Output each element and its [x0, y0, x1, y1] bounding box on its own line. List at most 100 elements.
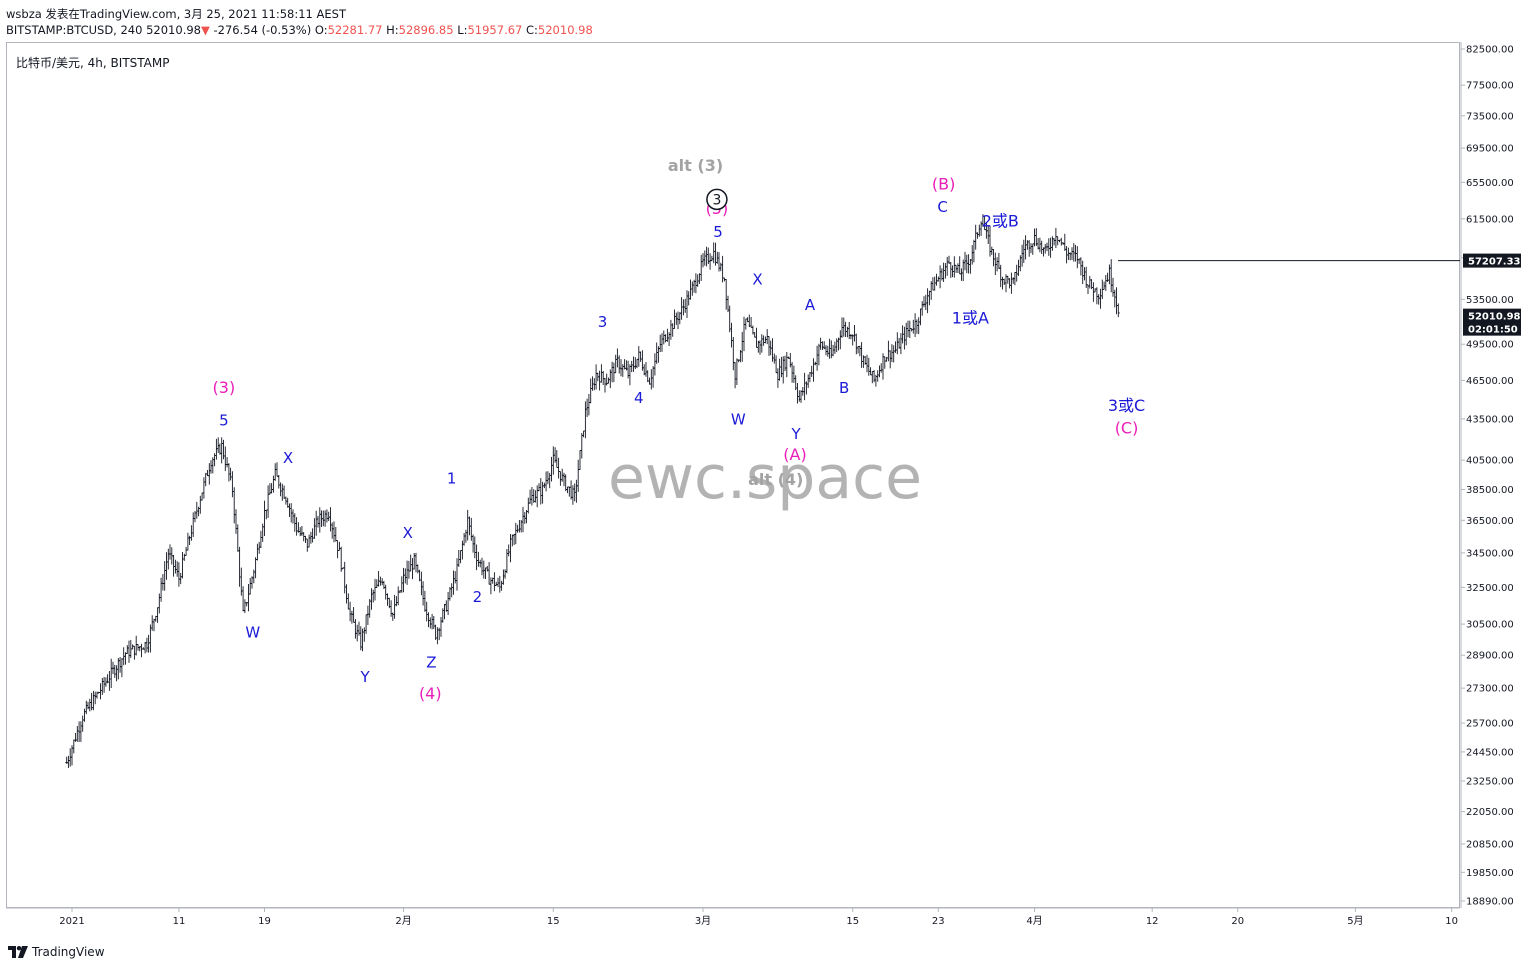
- ohlc-bar: [870, 371, 874, 384]
- ohlc-bar: [842, 317, 846, 337]
- ohlc-bar: [409, 554, 413, 572]
- ohlc-bar: [140, 643, 143, 658]
- ohlc-bar: [156, 607, 160, 623]
- time-tick-label: 11: [173, 916, 186, 927]
- price-tag-bg: [1463, 321, 1521, 336]
- ohlc-bar: [371, 589, 375, 603]
- ohlc-bar: [277, 475, 281, 489]
- ohlc-bar: [589, 378, 593, 404]
- ohlc-bar: [459, 549, 463, 564]
- ohlc-bar: [232, 487, 236, 524]
- time-tick-label: 2月: [395, 915, 411, 927]
- ohlc-bar: [280, 483, 284, 501]
- ohlc-bar: [578, 450, 582, 471]
- ohlc-bar: [74, 733, 78, 742]
- ohlc-bar: [972, 239, 976, 263]
- ohlc-bar: [263, 500, 266, 536]
- wave-label: 1或A: [952, 309, 989, 328]
- wave-label: Y: [790, 425, 801, 443]
- ohlc-bar: [1022, 239, 1026, 263]
- ohlc-bar: [311, 528, 315, 543]
- ohlc-bar: [591, 376, 594, 391]
- ohlc-bar: [690, 281, 694, 296]
- ohlc-bar: [132, 645, 136, 660]
- ohlc-bar: [243, 599, 247, 614]
- ohlc-bar: [779, 356, 783, 378]
- price-tick-label: 34500.00: [1466, 548, 1514, 559]
- circled-wave-label: 3: [712, 192, 721, 208]
- ohlc-bar: [300, 526, 304, 536]
- ohlc-bar: [478, 559, 482, 568]
- ohlc-bar: [792, 365, 796, 383]
- ohlc-bar: [974, 224, 978, 250]
- ohlc-bar: [922, 296, 926, 308]
- ohlc-bar: [184, 546, 188, 556]
- ohlc-bar: [603, 378, 607, 393]
- price-tick-label: 22050.00: [1466, 807, 1514, 818]
- price-tick-label: 40500.00: [1466, 456, 1514, 467]
- ohlc-bar: [116, 658, 120, 680]
- ohlc-bar: [214, 438, 218, 460]
- ohlc-bar: [259, 530, 263, 548]
- ohlc-bar: [209, 460, 213, 474]
- wave-label: 5: [713, 223, 723, 241]
- ohlc-bar: [252, 569, 256, 584]
- ohlc-bar: [1056, 236, 1060, 246]
- price-tick-label: 27300.00: [1466, 684, 1514, 695]
- ohlc-bar: [432, 616, 436, 629]
- ohlc-bar: [562, 472, 566, 487]
- ohlc-bar: [254, 557, 258, 579]
- ohlc-bar: [571, 485, 575, 505]
- ohlc-bar: [895, 332, 899, 355]
- publish-info: wsbza 发表在TradingView.com, 3月 25, 2021 11…: [6, 7, 346, 21]
- ohlc-bar: [532, 489, 536, 503]
- ohlc-bar: [230, 471, 234, 498]
- ohlc-bar: [649, 369, 653, 390]
- ohlc-bar: [113, 664, 117, 678]
- ohlc-bar: [555, 450, 559, 468]
- ohlc-bar: [558, 471, 562, 486]
- ohlc-bar: [637, 346, 641, 367]
- ohlc-bar: [1006, 275, 1010, 284]
- ohlc-bar: [257, 541, 261, 554]
- ohlc-bar: [847, 322, 851, 340]
- ohlc-bar: [222, 439, 225, 460]
- ohlc-bar: [976, 232, 979, 239]
- ohlc-bar: [330, 522, 334, 539]
- ohlc-bar: [960, 268, 963, 281]
- wave-label: (C): [1115, 419, 1139, 438]
- ohlc-bar: [772, 353, 776, 364]
- ohlc-bar: [1040, 240, 1044, 254]
- price-tick-label: 23250.00: [1466, 776, 1514, 787]
- ohlc-bar: [509, 534, 512, 563]
- ohlc-bar: [1034, 228, 1038, 246]
- ohlc-bar: [261, 523, 265, 542]
- ohlc-bar: [730, 322, 733, 348]
- price-tick-label: 49500.00: [1466, 340, 1514, 351]
- ohlc-bar: [1095, 287, 1099, 305]
- ohlc-bar: [188, 535, 192, 545]
- footer: TradingView: [8, 945, 105, 959]
- ohlc-bar: [492, 572, 496, 592]
- ohlc-bar: [332, 521, 336, 543]
- ohlc-bar: [926, 288, 930, 314]
- ohlc-bar: [844, 321, 848, 337]
- ohlc-bar: [535, 485, 539, 508]
- ohlc-bar: [239, 567, 243, 596]
- ohlc-bar: [557, 457, 561, 479]
- wave-label: X: [752, 270, 762, 288]
- ohlc-bar: [325, 509, 329, 523]
- ohlc-bar: [902, 326, 906, 350]
- ohlc-bar: [482, 560, 486, 579]
- ohlc-bar: [804, 381, 808, 395]
- ohlc-bar: [646, 370, 650, 383]
- ohlc-bar: [295, 517, 299, 536]
- ohlc-bar: [1043, 243, 1047, 254]
- price-tag-bg: [1463, 308, 1521, 323]
- ohlc-bar: [1070, 247, 1074, 260]
- ohlc-bar: [109, 658, 113, 688]
- ohlc-bar: [968, 259, 972, 274]
- ohlc-bar: [266, 485, 270, 518]
- ohlc-bar: [685, 290, 689, 318]
